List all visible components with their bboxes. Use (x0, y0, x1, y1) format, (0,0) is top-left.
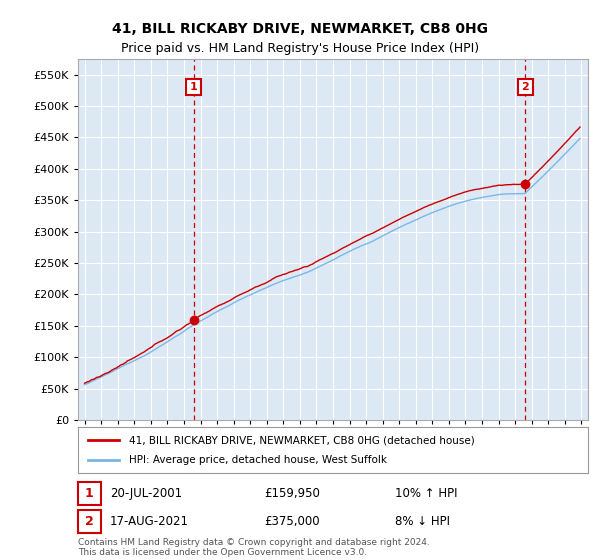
Text: 2: 2 (85, 515, 94, 528)
Text: 1: 1 (190, 82, 197, 92)
Text: 17-AUG-2021: 17-AUG-2021 (110, 515, 189, 528)
Text: Price paid vs. HM Land Registry's House Price Index (HPI): Price paid vs. HM Land Registry's House … (121, 42, 479, 55)
Text: 10% ↑ HPI: 10% ↑ HPI (395, 487, 457, 500)
Text: 2: 2 (521, 82, 529, 92)
Text: £375,000: £375,000 (265, 515, 320, 528)
Text: 41, BILL RICKABY DRIVE, NEWMARKET, CB8 0HG (detached house): 41, BILL RICKABY DRIVE, NEWMARKET, CB8 0… (129, 435, 475, 445)
Text: 20-JUL-2001: 20-JUL-2001 (110, 487, 182, 500)
Text: 1: 1 (85, 487, 94, 500)
Text: 41, BILL RICKABY DRIVE, NEWMARKET, CB8 0HG: 41, BILL RICKABY DRIVE, NEWMARKET, CB8 0… (112, 22, 488, 36)
Text: HPI: Average price, detached house, West Suffolk: HPI: Average price, detached house, West… (129, 455, 387, 465)
Text: £159,950: £159,950 (265, 487, 320, 500)
Text: Contains HM Land Registry data © Crown copyright and database right 2024.
This d: Contains HM Land Registry data © Crown c… (78, 538, 430, 557)
Text: 8% ↓ HPI: 8% ↓ HPI (395, 515, 450, 528)
